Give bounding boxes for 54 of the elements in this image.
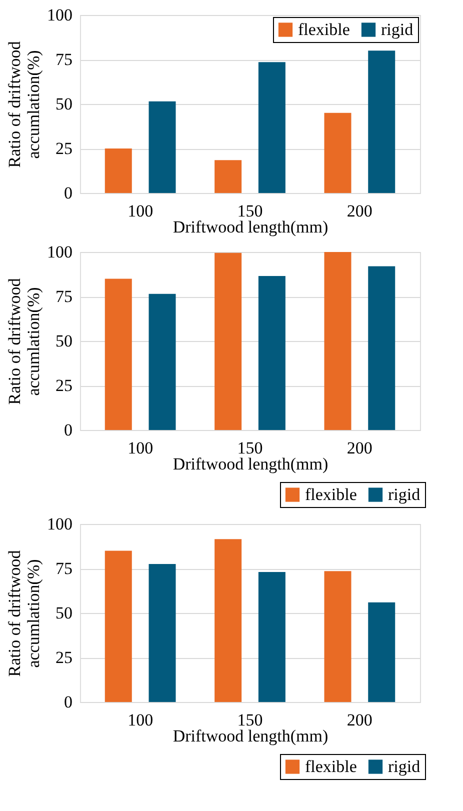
x-tick-label: 200 bbox=[346, 438, 372, 458]
x-tick-label: 150 bbox=[237, 202, 263, 220]
y-tick-label: 75 bbox=[56, 559, 72, 578]
x-tick-label: 200 bbox=[346, 710, 372, 730]
bar bbox=[324, 112, 352, 193]
bar bbox=[214, 539, 242, 702]
y-tick-label: 25 bbox=[56, 648, 72, 667]
y-tick-label: 75 bbox=[56, 50, 72, 69]
legend-label: rigid bbox=[388, 484, 421, 504]
bar bbox=[148, 564, 176, 702]
bar bbox=[368, 266, 396, 430]
y-tick-label: 50 bbox=[56, 332, 72, 350]
bar bbox=[214, 252, 242, 430]
y-tick-label: 0 bbox=[64, 692, 72, 712]
x-tick-label: 150 bbox=[237, 438, 263, 458]
x-tick-label: 100 bbox=[128, 710, 154, 730]
y-axis-title: Ratio of driftwood accumlation(%) bbox=[5, 550, 43, 677]
bar bbox=[324, 252, 352, 430]
legend-label: flexible bbox=[298, 20, 350, 39]
bar bbox=[214, 160, 242, 193]
bar bbox=[368, 602, 396, 702]
bar bbox=[148, 101, 176, 193]
legend-label: rigid bbox=[388, 756, 421, 776]
y-tick-label: 100 bbox=[47, 242, 72, 262]
x-tick-label: 150 bbox=[237, 710, 263, 730]
y-tick-label: 50 bbox=[56, 94, 72, 114]
legend-label: flexible bbox=[305, 756, 357, 776]
y-tick-label: 25 bbox=[56, 139, 72, 158]
y-axis-title: Ratio of driftwood accumlation(%) bbox=[5, 40, 43, 168]
legend-label: rigid bbox=[381, 20, 414, 39]
bar bbox=[258, 572, 286, 702]
y-tick-label: 0 bbox=[64, 184, 72, 202]
bar bbox=[258, 276, 286, 430]
y-tick-label: 100 bbox=[47, 514, 72, 534]
y-tick-label: 0 bbox=[64, 420, 72, 440]
legend-label: flexible bbox=[305, 484, 357, 504]
y-axis-title: Ratio of driftwood accumlation(%) bbox=[5, 278, 43, 405]
bar bbox=[104, 550, 132, 702]
x-tick-label: 200 bbox=[346, 202, 372, 220]
bar bbox=[324, 571, 352, 702]
y-tick-label: 75 bbox=[56, 287, 72, 306]
bar bbox=[104, 278, 132, 430]
bar bbox=[368, 50, 396, 193]
x-axis-title: Driftwood length(mm) bbox=[172, 218, 328, 236]
x-axis-title: Driftwood length(mm) bbox=[172, 726, 328, 746]
bar bbox=[148, 294, 176, 430]
x-tick-label: 100 bbox=[128, 202, 154, 220]
bar bbox=[104, 148, 132, 193]
x-tick-label: 100 bbox=[128, 438, 154, 458]
y-tick-label: 50 bbox=[56, 604, 72, 622]
bar bbox=[258, 62, 286, 193]
y-tick-label: 100 bbox=[47, 6, 72, 24]
x-axis-title: Driftwood length(mm) bbox=[172, 454, 328, 474]
y-tick-label: 25 bbox=[56, 376, 72, 395]
